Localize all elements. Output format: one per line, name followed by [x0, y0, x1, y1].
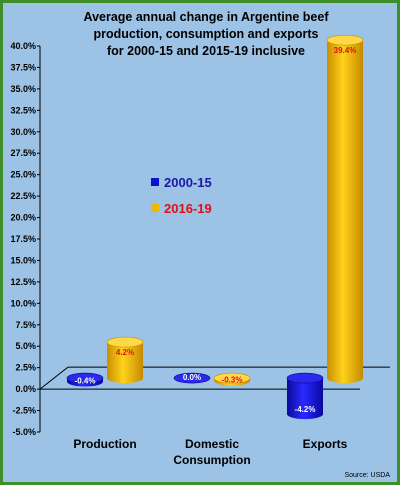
legend-swatch: [151, 178, 159, 186]
axes: 40.0% 37.5% 35.0% 32.5% 30.0% 27.5% 25.0% 22.5%…: [10, 41, 390, 467]
bar-bottom: [107, 373, 143, 384]
bar-2000-15-1: [173, 372, 211, 384]
y-tick-label: -5.0%: [12, 427, 36, 437]
bar-2016-19-1: [213, 372, 251, 386]
x-category-label: Consumption: [173, 453, 250, 467]
bar-data-label: 39.4%: [334, 46, 357, 55]
bar-top: [286, 372, 324, 384]
bar-bottom: [287, 409, 323, 420]
bar-top: [106, 336, 144, 348]
legend-swatch: [151, 204, 159, 212]
legend: 2000-15 2016-19: [151, 175, 212, 216]
bar-top: [173, 372, 211, 384]
y-tick-label: 2.5%: [15, 363, 36, 373]
chart-title-line-3: for 2000-15 and 2015-19 inclusive: [107, 44, 305, 58]
y-tick-label: 32.5%: [10, 105, 36, 115]
y-tick-label: 17.5%: [10, 234, 36, 244]
y-tick-label: 37.5%: [10, 62, 36, 72]
bars: [66, 34, 364, 420]
bar-body: [287, 378, 323, 415]
y-tick-label: 0.0%: [15, 384, 36, 394]
y-tick-label: 22.5%: [10, 191, 36, 201]
depth-line: [39, 366, 69, 390]
y-tick-label: 27.5%: [10, 148, 36, 158]
bar-2000-15-0: [66, 372, 104, 387]
bar-data-label: 4.2%: [116, 348, 134, 357]
bar-data-label: -0.4%: [75, 377, 96, 386]
y-tick-label: 20.0%: [10, 213, 36, 223]
legend-label: 2000-15: [164, 175, 212, 190]
x-category-label: Domestic: [185, 437, 239, 451]
x-category-label: Production: [73, 437, 136, 451]
y-tick-label: 5.0%: [15, 341, 36, 351]
source-note: Source: USDA: [344, 472, 390, 479]
x-category-label: Exports: [303, 437, 348, 451]
bar-body: [327, 40, 363, 379]
bar-2016-19-0: [106, 336, 144, 384]
data-labels: -0.4% 0.0% -4.2% 4.2% -0.3% 39.4%: [75, 46, 357, 414]
y-tick-label: 25.0%: [10, 170, 36, 180]
y-tick-label: -2.5%: [12, 406, 36, 416]
bar-top: [326, 34, 364, 46]
chart-title-line-2: production, consumption and exports: [94, 27, 319, 41]
y-tick-label: 35.0%: [10, 84, 36, 94]
chart-title-line-1: Average annual change in Argentine beef: [84, 10, 330, 24]
y-tick-label: 10.0%: [10, 298, 36, 308]
bar-top: [66, 372, 104, 384]
legend-label: 2016-19: [164, 201, 212, 216]
bar-2000-15-2: [286, 372, 324, 420]
y-tick-label: 12.5%: [10, 277, 36, 287]
y-tick-label: 7.5%: [15, 320, 36, 330]
bar-2016-19-2: [326, 34, 364, 384]
y-tick-label: 40.0%: [10, 41, 36, 51]
y-tick-label: 30.0%: [10, 127, 36, 137]
bar-data-label: -4.2%: [295, 405, 316, 414]
bar-body: [107, 342, 143, 379]
y-tick-label: 15.0%: [10, 255, 36, 265]
bar-data-label: -0.3%: [222, 376, 243, 385]
bar-data-label: 0.0%: [183, 373, 201, 382]
bar-bottom: [327, 373, 363, 384]
chart-title: Average annual change in Argentine beef …: [84, 10, 330, 58]
bar-top: [213, 372, 251, 384]
